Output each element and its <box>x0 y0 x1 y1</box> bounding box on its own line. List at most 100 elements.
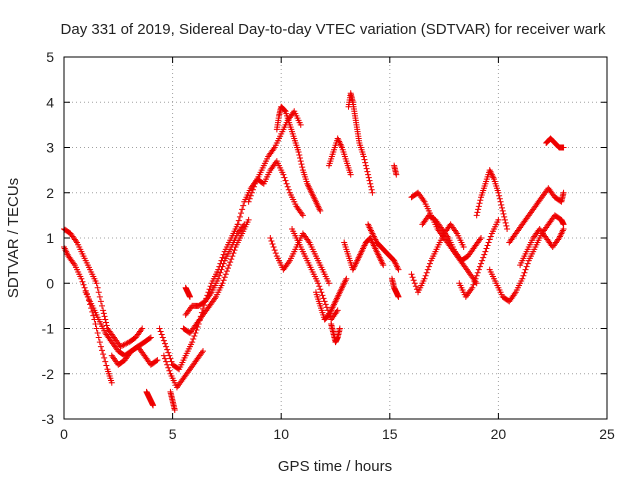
data-point <box>100 310 107 317</box>
data-point <box>268 238 275 245</box>
data-point <box>157 328 164 335</box>
data-point <box>477 197 484 204</box>
data-point <box>410 277 417 284</box>
data-point <box>560 144 567 151</box>
data-point <box>409 274 416 281</box>
data-point <box>161 340 168 347</box>
y-tick-label: 1 <box>46 230 54 246</box>
data-point <box>94 284 101 291</box>
data-point <box>222 271 229 278</box>
data-point <box>412 283 419 290</box>
data-point <box>343 275 350 282</box>
data-point <box>475 266 482 273</box>
y-tick-label: 4 <box>46 94 54 110</box>
data-point <box>347 171 354 178</box>
data-point <box>80 281 87 288</box>
data-point <box>503 222 510 229</box>
data-point <box>161 355 168 362</box>
data-point <box>523 263 530 270</box>
plot-frame <box>63 56 608 420</box>
data-point <box>166 367 173 374</box>
data-point <box>79 278 86 285</box>
data-point <box>220 251 227 258</box>
data-point <box>238 210 245 217</box>
data-point <box>499 207 506 214</box>
x-tick-label: 0 <box>60 426 68 442</box>
data-point <box>496 192 503 199</box>
data-point <box>231 247 238 254</box>
data-point <box>495 216 502 223</box>
data-point <box>408 271 415 278</box>
data-point <box>249 186 256 193</box>
y-axis-label: SDTVAR / TECUs <box>5 178 22 298</box>
data-point <box>361 156 368 163</box>
data-point <box>223 268 230 275</box>
data-point <box>99 347 106 354</box>
data-point <box>473 212 480 219</box>
data-point <box>560 225 567 232</box>
data-point <box>520 272 527 279</box>
data-point <box>220 277 227 284</box>
data-point <box>502 219 509 226</box>
x-tick-label: 10 <box>273 426 289 442</box>
data-point <box>100 307 107 314</box>
data-point <box>285 186 292 193</box>
y-tick-label: 5 <box>46 49 54 65</box>
data-point <box>239 206 246 213</box>
data-point <box>411 280 418 287</box>
data-point <box>475 203 482 210</box>
grid <box>64 57 607 419</box>
x-tick-label: 15 <box>382 426 398 442</box>
data-point <box>480 254 487 261</box>
data-point <box>364 168 371 175</box>
data-point <box>363 165 370 172</box>
data-point <box>474 269 481 276</box>
data-point <box>334 307 341 314</box>
data-point <box>93 280 100 287</box>
data-point <box>154 357 161 364</box>
data-point <box>319 292 326 299</box>
y-tick-label: -3 <box>42 411 55 427</box>
data-point <box>171 406 178 413</box>
data-point <box>95 334 102 341</box>
data-point <box>425 263 432 270</box>
data-point <box>499 204 506 211</box>
data-point <box>460 244 467 251</box>
data-point <box>100 351 107 358</box>
data-point <box>317 207 324 214</box>
data-point <box>108 379 115 386</box>
data-point <box>369 189 376 196</box>
data-point <box>336 325 343 332</box>
x-tick-label: 25 <box>599 426 615 442</box>
data-point <box>474 209 481 216</box>
data-point <box>423 269 430 276</box>
data-point <box>522 266 529 273</box>
y-tick-label: 2 <box>46 185 54 201</box>
data-point <box>160 337 167 344</box>
data-point <box>219 263 226 270</box>
data-point <box>229 253 236 260</box>
data-point <box>367 180 374 187</box>
data-point <box>282 177 289 184</box>
data-point <box>380 262 387 269</box>
data-point <box>245 216 252 223</box>
data-point <box>478 260 485 267</box>
data-point <box>395 293 402 300</box>
data-point <box>485 239 492 246</box>
data-point <box>269 241 276 248</box>
data-point <box>164 346 171 353</box>
data-point <box>487 233 494 240</box>
data-point <box>102 316 109 323</box>
data-point <box>93 325 100 332</box>
data-point <box>94 330 101 337</box>
data-point <box>470 281 477 288</box>
x-axis-label: GPS time / hours <box>278 458 392 475</box>
data-point <box>495 189 502 196</box>
data-point <box>163 358 170 365</box>
data-point <box>235 217 242 224</box>
data-point <box>224 265 231 272</box>
data-point <box>96 339 103 346</box>
data-point <box>221 274 228 281</box>
data-point <box>168 358 175 365</box>
data-point <box>272 250 279 257</box>
